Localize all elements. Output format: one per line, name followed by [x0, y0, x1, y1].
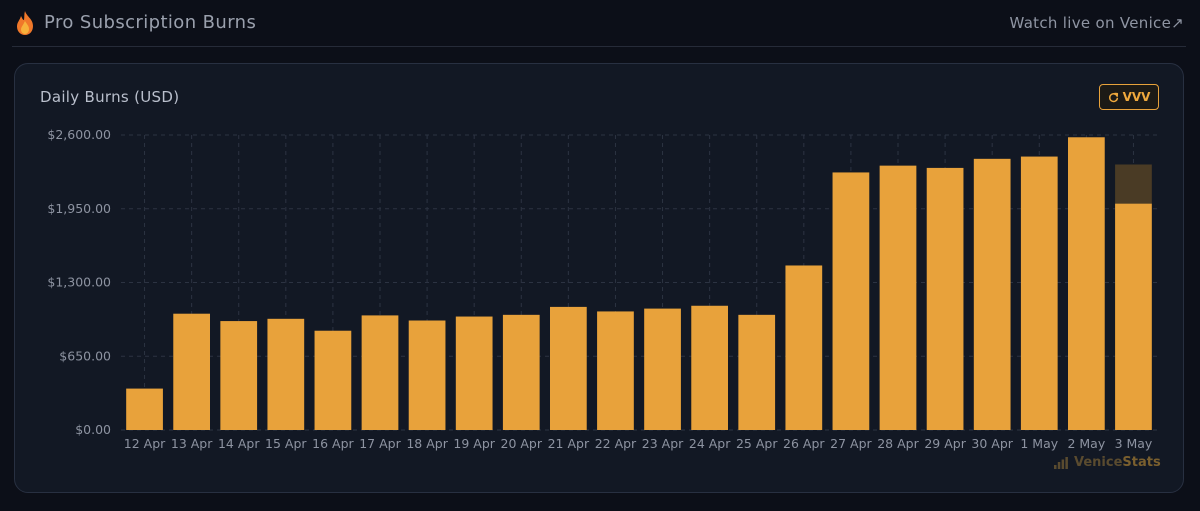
page-header: Pro Subscription Burns Watch live on Ven… [0, 0, 1200, 48]
header-divider [12, 46, 1186, 47]
x-tick-label: 28 Apr [877, 436, 919, 451]
chart-title: Daily Burns (USD) [40, 88, 180, 106]
x-tick-label: 23 Apr [642, 436, 684, 451]
pending-bar[interactable] [1115, 164, 1152, 204]
bar[interactable] [644, 308, 681, 430]
watermark-brand-stats: Stats [1122, 455, 1161, 470]
x-tick-label: 17 Apr [359, 436, 401, 451]
y-axis: $0.00 $650.00 $1,300.00 $1,950.00 $2,600.00 [47, 127, 111, 437]
x-tick-label: 2 May [1067, 436, 1105, 451]
bar[interactable] [173, 313, 211, 430]
bar[interactable] [597, 311, 634, 430]
bar[interactable] [502, 314, 540, 430]
watermark-brand-venice: Venice [1074, 455, 1123, 470]
x-tick-label: 29 Apr [924, 436, 966, 451]
x-axis: 12 Apr 13 Apr 14 Apr 15 Apr 16 Apr 17 Apr 18 A… [124, 436, 1153, 451]
bar[interactable] [879, 165, 917, 430]
bar[interactable] [1020, 156, 1058, 431]
y-tick-label: $1,950.00 [47, 201, 111, 216]
y-tick-label: $1,300.00 [47, 275, 111, 290]
x-tick-label: 24 Apr [689, 436, 731, 451]
x-tick-label: 27 Apr [830, 436, 872, 451]
bar[interactable] [691, 305, 729, 430]
bar[interactable] [126, 388, 163, 430]
bar[interactable] [267, 318, 305, 430]
bar[interactable] [1115, 203, 1152, 430]
bar[interactable] [455, 316, 493, 430]
x-tick-label: 20 Apr [501, 436, 543, 451]
bar[interactable] [361, 315, 399, 430]
watch-live-link[interactable]: Watch live on Venice↗ [1009, 14, 1184, 32]
bar[interactable] [549, 306, 587, 430]
x-tick-label: 12 Apr [124, 436, 166, 451]
x-tick-label: 16 Apr [312, 436, 354, 451]
x-tick-label: 13 Apr [171, 436, 213, 451]
x-tick-label: 15 Apr [265, 436, 307, 451]
token-button-label: VVV [1122, 90, 1151, 104]
x-tick-label: 30 Apr [971, 436, 1013, 451]
x-tick-label: 22 Apr [595, 436, 637, 451]
x-tick-label: 25 Apr [736, 436, 778, 451]
bar[interactable] [926, 167, 964, 430]
chart-card: Daily Burns (USD) VVV $0.00 $650.00 $1,300… [14, 63, 1184, 493]
bar-series [126, 137, 1152, 431]
y-tick-label: $650.00 [59, 348, 111, 363]
bar[interactable] [785, 265, 823, 430]
bar-chart: $0.00$650.00$1,300.00$1,950.00$2,600.00 … [47, 127, 1157, 451]
bar[interactable] [738, 314, 776, 430]
bar[interactable] [973, 158, 1011, 431]
token-toggle-button[interactable]: VVV [1099, 84, 1159, 110]
bar[interactable] [314, 330, 352, 430]
x-tick-label: 19 Apr [453, 436, 495, 451]
bar[interactable] [220, 321, 258, 430]
x-tick-label: 18 Apr [406, 436, 448, 451]
y-tick-label: $0.00 [75, 422, 111, 437]
signal-bars-icon [1054, 456, 1068, 469]
x-tick-label: 3 May [1115, 436, 1153, 451]
bar[interactable] [832, 172, 870, 430]
x-tick-label: 14 Apr [218, 436, 260, 451]
x-tick-label: 21 Apr [548, 436, 590, 451]
y-tick-label: $2,600.00 [47, 127, 111, 142]
x-tick-label: 26 Apr [783, 436, 825, 451]
venicestats-watermark: VeniceStats [1054, 455, 1161, 470]
bar[interactable] [408, 320, 446, 430]
refresh-icon [1108, 92, 1118, 102]
x-tick-label: 1 May [1020, 436, 1058, 451]
flame-icon [17, 11, 33, 35]
bar[interactable] [1067, 137, 1105, 430]
page-title: Pro Subscription Burns [44, 12, 257, 33]
